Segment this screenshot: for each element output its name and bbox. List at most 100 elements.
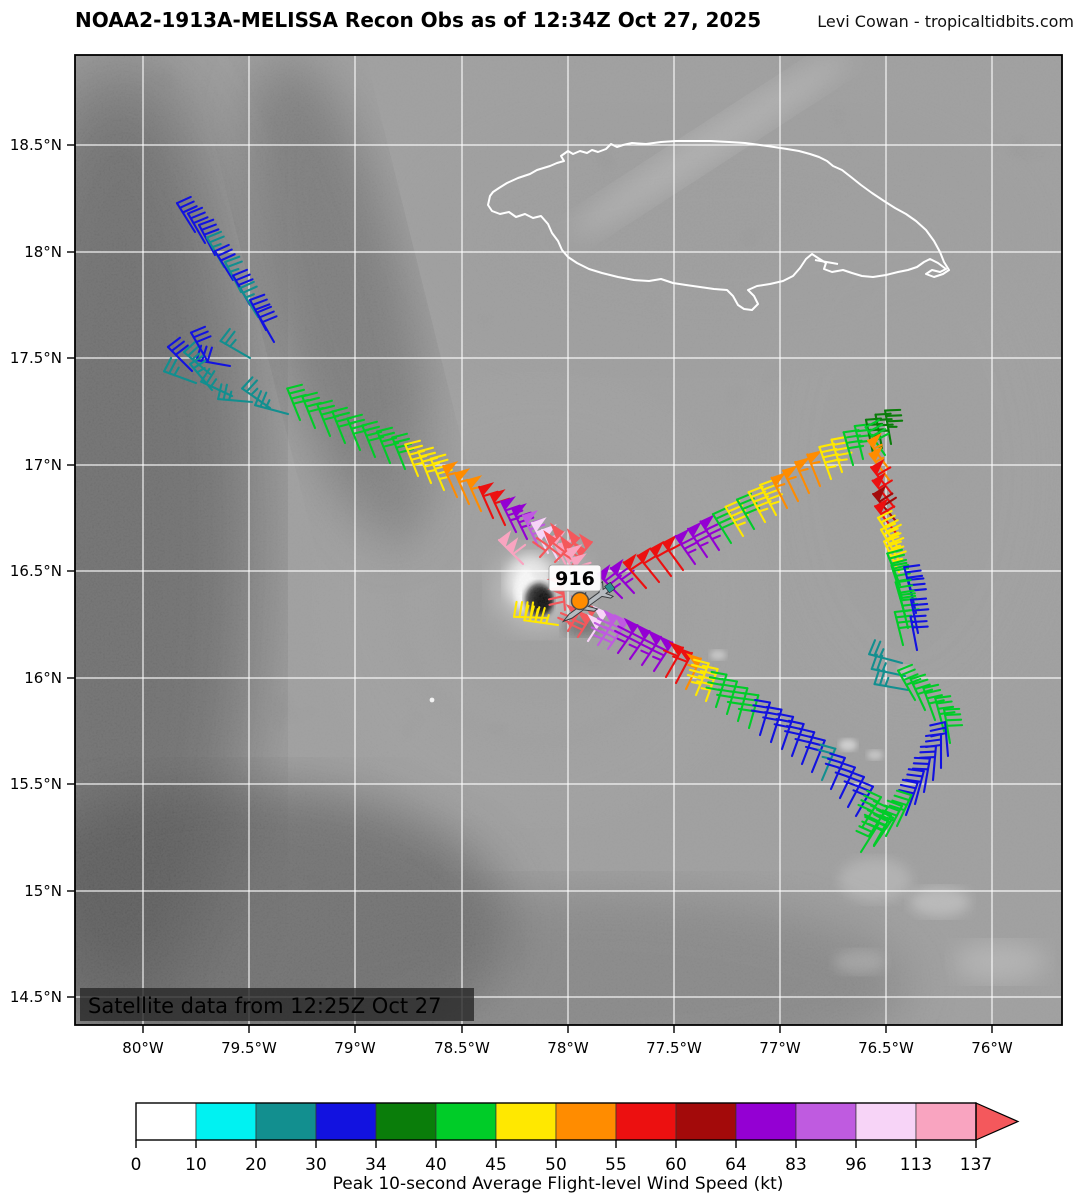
colorbar-tick-label: 113 <box>900 1155 932 1175</box>
colorbar-arrow <box>975 1102 1020 1141</box>
colorbar-label: Peak 10-second Average Flight-level Wind… <box>333 1174 784 1194</box>
wind-barb <box>497 530 527 566</box>
wind-barb <box>466 475 483 513</box>
pressure-label: 916 <box>548 564 602 592</box>
colorbar-tick-label: 30 <box>305 1155 327 1175</box>
lat-tick-label: 16.5°N <box>10 562 62 580</box>
wind-barb <box>186 206 209 245</box>
wind-barb <box>636 547 661 584</box>
wind-barb <box>286 383 310 422</box>
lat-tick-label: 17°N <box>24 456 62 474</box>
colorbar-tick-label: 0 <box>131 1155 142 1175</box>
wind-barb <box>806 450 823 488</box>
wind-barb <box>909 614 929 652</box>
wind-barb <box>873 668 910 692</box>
wind-barb <box>189 325 212 364</box>
wind-barb <box>699 514 724 552</box>
lat-tick-label: 14.5°N <box>10 988 62 1006</box>
wind-barb <box>686 521 712 559</box>
wind-barb <box>219 327 252 360</box>
wind-barb <box>661 534 685 572</box>
wind-barb <box>794 457 811 495</box>
lon-tick-label: 79.5°W <box>221 1039 277 1057</box>
colorbar-tick-label: 83 <box>785 1155 807 1175</box>
pressure-value: 916 <box>555 568 595 590</box>
wind-barb <box>911 756 931 794</box>
wind-barb <box>166 336 194 373</box>
wind-barb <box>934 695 956 733</box>
colorbar-segment <box>495 1102 557 1141</box>
wind-barb <box>417 446 441 485</box>
lon-tick-label: 77.5°W <box>646 1039 702 1057</box>
wind-barb <box>649 540 673 578</box>
colorbar-segment <box>435 1102 497 1141</box>
colorbar-tick-label: 60 <box>665 1155 687 1175</box>
lat-tick-label: 16°N <box>24 669 62 687</box>
lon-tick-label: 76°W <box>971 1039 1013 1057</box>
wind-barb <box>175 195 198 234</box>
colorbar-segment <box>195 1102 257 1141</box>
wind-barb <box>696 664 719 703</box>
wind-barb <box>600 613 629 651</box>
lat-tick-label: 18.5°N <box>10 136 62 154</box>
wind-barb <box>213 243 236 282</box>
wind-barb <box>217 383 254 404</box>
lon-tick-label: 80°W <box>122 1039 164 1057</box>
lon-tick-label: 79°W <box>334 1039 376 1057</box>
colorbar-segment <box>735 1102 797 1141</box>
wind-barb <box>609 558 636 595</box>
attribution-text: Levi Cowan - tropicaltidbits.com <box>817 12 1074 31</box>
wind-barb <box>197 218 220 257</box>
colorbar-tick-label: 10 <box>185 1155 207 1175</box>
wind-barb <box>770 472 789 510</box>
page-title: NOAA2-1913A-MELISSA Recon Obs as of 12:3… <box>75 8 762 32</box>
colorbar-segment <box>255 1102 317 1141</box>
wind-barb <box>909 673 934 712</box>
wind-barb <box>711 506 737 545</box>
colorbar-tick-label: 50 <box>545 1155 567 1175</box>
colorbar-tick-label: 64 <box>725 1155 747 1175</box>
lat-tick-label: 18°N <box>24 243 62 261</box>
wind-barb <box>898 778 919 817</box>
wind-barb <box>674 528 699 566</box>
lon-tick-label: 78.5°W <box>434 1039 490 1057</box>
colorbar-tick-label: 40 <box>425 1155 447 1175</box>
wind-barb <box>869 810 895 848</box>
satellite-note: Satellite data from 12:25Z Oct 27 <box>80 988 474 1021</box>
satellite-imagery <box>75 55 1062 1025</box>
wind-barb <box>254 390 290 416</box>
colorbar-segment <box>375 1102 437 1141</box>
wind-barb <box>896 663 922 702</box>
wind-barb <box>255 305 278 344</box>
wind-barb <box>886 548 910 587</box>
wind-barb <box>316 399 340 438</box>
colorbar-segment <box>915 1102 977 1141</box>
colorbar-tick-label: 20 <box>245 1155 267 1175</box>
wind-barb <box>163 356 198 385</box>
storm-center-dot <box>570 591 590 611</box>
kingston-spit <box>814 259 839 265</box>
wind-barb <box>454 468 471 506</box>
wind-barb <box>893 609 915 647</box>
wind-barb-track <box>163 195 964 854</box>
wind-barb <box>238 280 260 319</box>
colorbar-tick-label: 45 <box>485 1155 507 1175</box>
wind-barb <box>888 789 913 828</box>
colorbar-segment <box>795 1102 857 1141</box>
jamaica-outline <box>487 140 950 311</box>
colorbar-segment <box>135 1102 197 1141</box>
lat-tick-label: 15.5°N <box>10 775 62 793</box>
axes: 80°W 79.5°W 79°W 78.5°W 78°W 77.5°W 77°W 76.5°W… <box>10 136 1013 1057</box>
colorbar-segment <box>675 1102 737 1141</box>
wind-barb <box>884 408 904 446</box>
wind-barb <box>590 609 619 647</box>
recon-map: 916 Satellite data from 12:25Z Oct 27 80… <box>10 54 1063 1057</box>
colorbar-tick-label: 55 <box>605 1155 627 1175</box>
colorbar-tick-label: 137 <box>960 1155 992 1175</box>
wind-barb <box>686 658 710 697</box>
colorbar-segment <box>615 1102 677 1141</box>
colorbar-tick-label: 96 <box>845 1155 867 1175</box>
wind-barb <box>868 639 904 665</box>
lon-tick-label: 77°W <box>759 1039 801 1057</box>
